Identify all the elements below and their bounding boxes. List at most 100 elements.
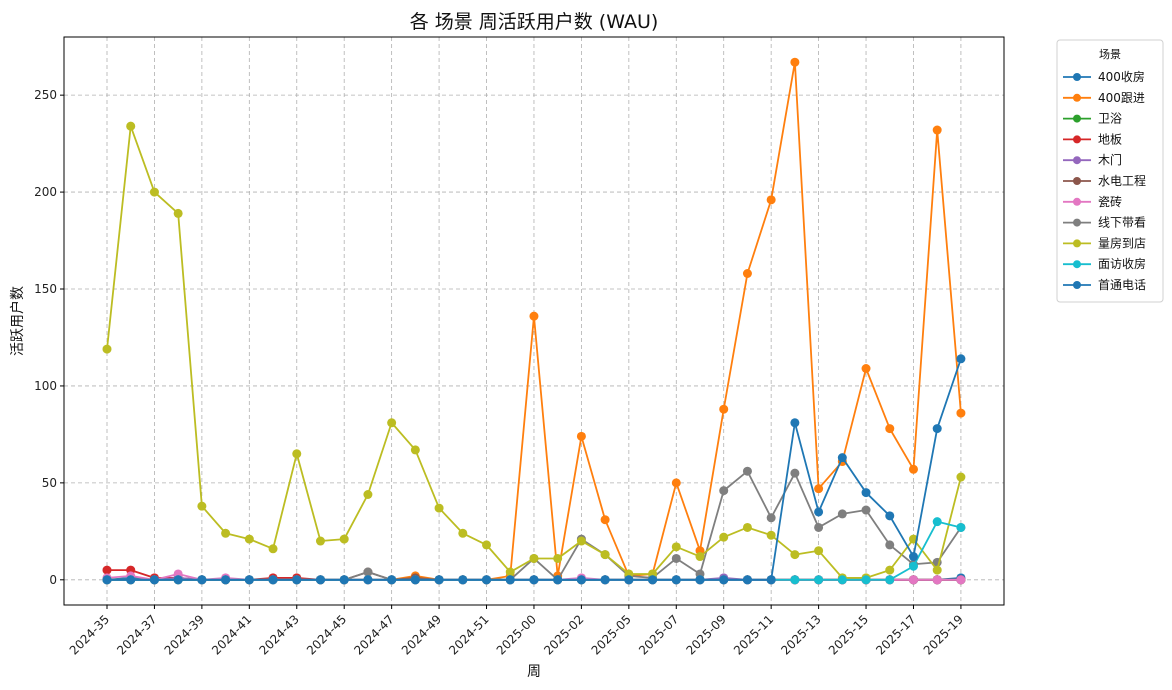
- data-point: [885, 540, 895, 550]
- data-point: [885, 424, 895, 434]
- legend-swatch-marker: [1073, 239, 1081, 248]
- data-point: [363, 567, 373, 577]
- data-point: [221, 528, 231, 538]
- legend-swatch-marker: [1073, 93, 1081, 102]
- data-point: [932, 517, 942, 527]
- data-point: [671, 575, 681, 585]
- data-point: [126, 575, 136, 585]
- data-point: [576, 575, 586, 585]
- data-point: [742, 575, 752, 585]
- data-point: [339, 575, 349, 585]
- data-point: [173, 575, 183, 585]
- y-axis: 0 50 100 150 200 250: [34, 88, 64, 587]
- legend-title: 场景: [1099, 47, 1121, 61]
- data-point: [790, 468, 800, 478]
- x-tick-label: 2025-09: [683, 612, 728, 657]
- data-point: [719, 575, 729, 585]
- legend-entry-label: 量房到店: [1098, 235, 1146, 250]
- data-point: [529, 553, 539, 563]
- data-point: [410, 575, 420, 585]
- data-point: [553, 575, 563, 585]
- data-point: [197, 575, 207, 585]
- x-axis-label: 周: [527, 664, 541, 680]
- x-tick-label: 2025-05: [589, 612, 634, 657]
- y-tick-label: 50: [42, 476, 57, 490]
- data-point: [885, 575, 895, 585]
- legend-box: [1056, 39, 1164, 303]
- legend-entry-label: 卫浴: [1098, 112, 1122, 126]
- data-point: [719, 404, 729, 414]
- data-point: [149, 575, 159, 585]
- y-axis-label: 活跃用户数: [9, 286, 26, 356]
- data-point: [766, 575, 776, 585]
- series-7: [102, 466, 966, 585]
- data-point: [885, 511, 895, 521]
- data-point: [837, 509, 847, 519]
- data-point: [173, 208, 183, 218]
- x-tick-label: 2024-45: [304, 612, 349, 657]
- data-point: [221, 575, 231, 585]
- data-point: [458, 528, 468, 538]
- data-point: [932, 125, 942, 135]
- y-tick-label: 100: [34, 379, 57, 393]
- data-point: [387, 418, 397, 428]
- data-point: [861, 505, 871, 515]
- data-point: [292, 449, 302, 459]
- legend-entry-label: 400跟进: [1098, 91, 1145, 105]
- legend-swatch-marker: [1073, 156, 1081, 165]
- data-point: [932, 565, 942, 575]
- data-point: [719, 532, 729, 542]
- data-point: [956, 522, 966, 532]
- data-point: [624, 575, 634, 585]
- legend-entry-label: 地板: [1098, 132, 1122, 146]
- data-point: [956, 472, 966, 482]
- legend-swatch-marker: [1073, 135, 1081, 144]
- data-point: [102, 344, 112, 354]
- legend-swatch-marker: [1073, 114, 1081, 123]
- data-point: [505, 575, 515, 585]
- data-point: [814, 522, 824, 532]
- data-point: [553, 553, 563, 563]
- data-point: [742, 269, 752, 279]
- legend-entry-label: 水电工程: [1098, 173, 1146, 188]
- series-line: [107, 358, 962, 581]
- y-tick-label: 0: [49, 573, 57, 587]
- legend-swatch-marker: [1073, 281, 1081, 289]
- data-point: [908, 575, 918, 585]
- chart-title: 各 场景 周活跃用户数 (WAU): [410, 11, 659, 33]
- data-point: [600, 515, 610, 525]
- x-tick-label: 2025-13: [778, 612, 823, 657]
- x-tick-label: 2025-19: [921, 612, 966, 657]
- data-point: [529, 311, 539, 321]
- x-axis: 2024-35 2024-37 2024-39 2024-41 2024-43 2024-…: [67, 605, 966, 658]
- data-point: [837, 575, 847, 585]
- data-point: [410, 445, 420, 455]
- data-point: [671, 542, 681, 552]
- data-point: [956, 408, 966, 418]
- data-point: [861, 488, 871, 498]
- x-tick-label: 2025-17: [873, 612, 918, 657]
- data-point: [861, 363, 871, 373]
- data-point: [790, 575, 800, 585]
- data-point: [814, 575, 824, 585]
- x-tick-label: 2025-00: [494, 612, 539, 657]
- data-point: [671, 478, 681, 488]
- plot-series: [102, 57, 966, 585]
- series-8: [102, 121, 966, 583]
- data-point: [482, 575, 492, 585]
- data-point: [244, 575, 254, 585]
- data-point: [885, 565, 895, 575]
- x-tick-label: 2024-47: [351, 612, 396, 657]
- data-point: [363, 490, 373, 500]
- x-tick-label: 2024-49: [399, 612, 444, 657]
- y-tick-label: 250: [34, 88, 57, 102]
- legend-swatch-marker: [1073, 73, 1081, 81]
- data-point: [908, 561, 918, 571]
- x-tick-label: 2025-15: [826, 612, 871, 657]
- data-point: [837, 453, 847, 463]
- y-tick-label: 200: [34, 185, 57, 199]
- data-point: [814, 546, 824, 556]
- series-10: [102, 354, 966, 585]
